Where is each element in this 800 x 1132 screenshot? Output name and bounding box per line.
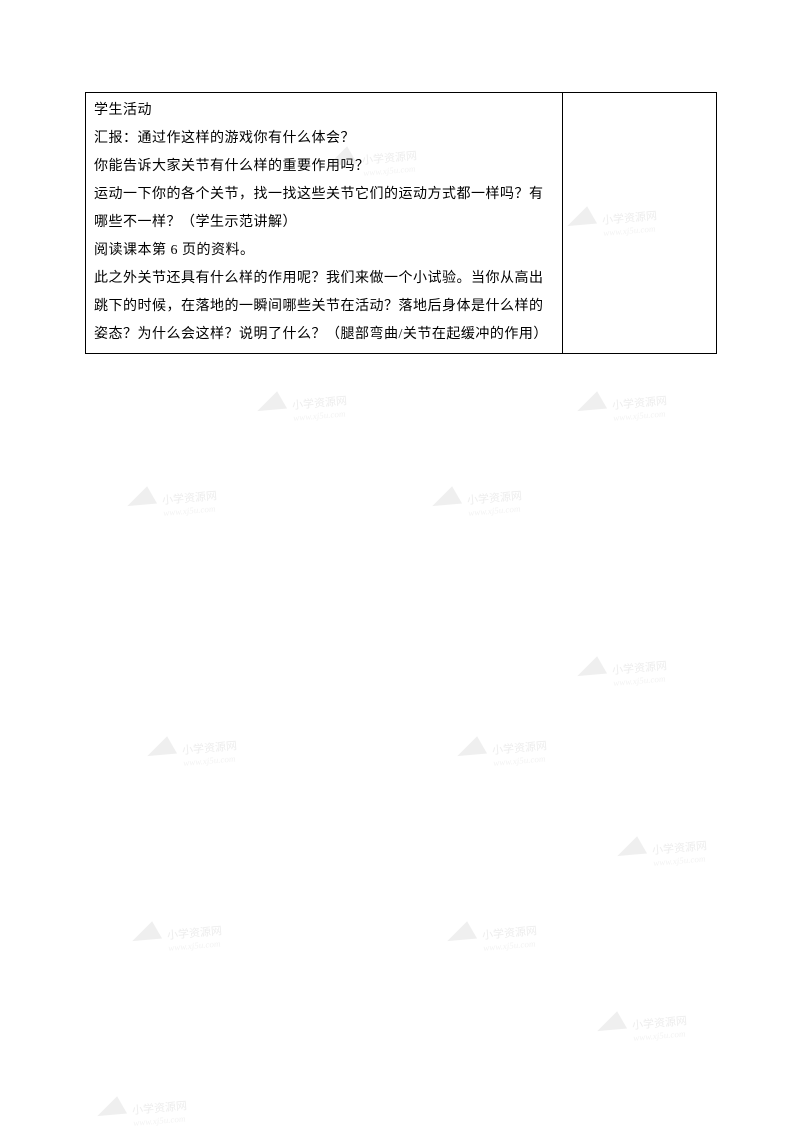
watermark-url: www.xj5u.com [183, 753, 239, 768]
watermark-url: www.xj5u.com [613, 408, 669, 423]
watermark-leaf-icon [459, 731, 491, 756]
watermark-text: 小学资源网 [631, 1012, 687, 1033]
watermark-url: www.xj5u.com [163, 503, 219, 518]
watermark-url: www.xj5u.com [493, 753, 549, 768]
watermark-text: 小学资源网 [291, 392, 347, 413]
watermark-text: 小学资源网 [466, 487, 522, 508]
watermark-leaf-icon [579, 386, 611, 411]
watermark: 小学资源网www.xj5u.com [459, 726, 549, 770]
watermark-url: www.xj5u.com [293, 408, 349, 423]
watermark-leaf-icon [99, 1091, 131, 1116]
watermark-url: www.xj5u.com [613, 673, 669, 688]
watermark-leaf-icon [579, 651, 611, 676]
watermark: 小学资源网www.xj5u.com [619, 826, 709, 870]
table-left-cell: 学生活动 汇报：通过作这样的游戏你有什么体会？ 你能告诉大家关节有什么样的重要作… [86, 93, 563, 354]
watermark-text: 小学资源网 [491, 737, 547, 758]
table-right-cell [563, 93, 717, 354]
watermark: 小学资源网www.xj5u.com [579, 646, 669, 690]
watermark-url: www.xj5u.com [633, 1028, 689, 1043]
watermark-leaf-icon [599, 1006, 631, 1031]
watermark-url: www.xj5u.com [653, 853, 709, 868]
watermark-text: 小学资源网 [131, 1097, 187, 1118]
text-line: 学生活动 [94, 97, 554, 125]
watermark-text: 小学资源网 [161, 487, 217, 508]
watermark: 小学资源网www.xj5u.com [599, 1001, 689, 1045]
watermark-leaf-icon [134, 916, 166, 941]
watermark-text: 小学资源网 [481, 922, 537, 943]
watermark-url: www.xj5u.com [483, 938, 539, 953]
watermark-leaf-icon [129, 481, 161, 506]
text-line: 此之外关节还具有什么样的作用呢？我们来做一个小试验。当你从高出跳下的时候，在落地… [94, 265, 554, 349]
text-line: 你能告诉大家关节有什么样的重要作用吗？ [94, 153, 554, 181]
watermark: 小学资源网www.xj5u.com [434, 476, 524, 520]
watermark: 小学资源网www.xj5u.com [129, 476, 219, 520]
watermark: 小学资源网www.xj5u.com [579, 381, 669, 425]
watermark-text: 小学资源网 [166, 922, 222, 943]
text-line: 运动一下你的各个关节，找一找这些关节它们的运动方式都一样吗？有哪些不一样？（学生… [94, 181, 554, 237]
watermark: 小学资源网www.xj5u.com [149, 726, 239, 770]
watermark-text: 小学资源网 [611, 657, 667, 678]
watermark-leaf-icon [619, 831, 651, 856]
watermark-url: www.xj5u.com [468, 503, 524, 518]
watermark-leaf-icon [434, 481, 466, 506]
watermark-text: 小学资源网 [611, 392, 667, 413]
watermark-leaf-icon [449, 916, 481, 941]
watermark-text: 小学资源网 [651, 837, 707, 858]
document-table: 学生活动 汇报：通过作这样的游戏你有什么体会？ 你能告诉大家关节有什么样的重要作… [85, 92, 717, 354]
watermark: 小学资源网www.xj5u.com [99, 1086, 189, 1130]
watermark-leaf-icon [259, 386, 291, 411]
watermark-text: 小学资源网 [181, 737, 237, 758]
watermark: 小学资源网www.xj5u.com [259, 381, 349, 425]
text-line: 汇报：通过作这样的游戏你有什么体会？ [94, 125, 554, 153]
watermark: 小学资源网www.xj5u.com [449, 911, 539, 955]
watermark-url: www.xj5u.com [168, 938, 224, 953]
watermark-leaf-icon [149, 731, 181, 756]
watermark: 小学资源网www.xj5u.com [134, 911, 224, 955]
text-line: 阅读课本第 6 页的资料。 [94, 237, 554, 265]
watermark-url: www.xj5u.com [133, 1113, 189, 1128]
